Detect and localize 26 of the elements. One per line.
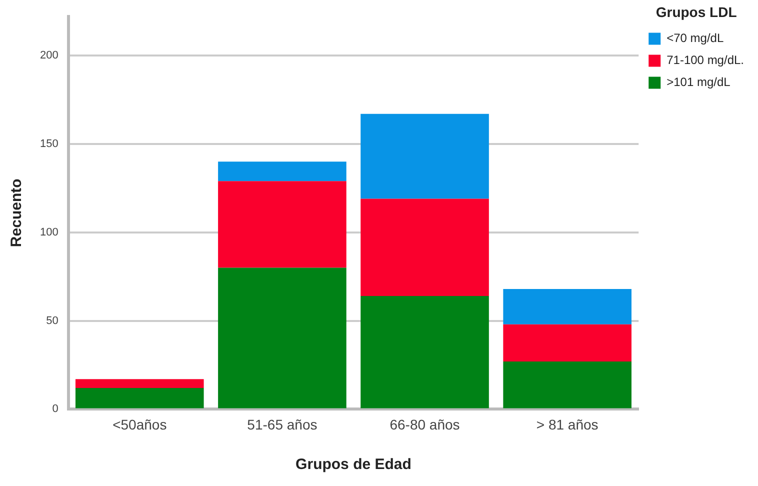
y-tick-label: 100 <box>40 226 58 238</box>
bar <box>360 296 489 408</box>
y-tick-label: 150 <box>40 138 58 150</box>
y-tick-label: 200 <box>40 50 58 62</box>
x-tick-label: > 81 años <box>536 416 598 432</box>
x-tick-label: 66-80 años <box>390 416 460 432</box>
bar <box>360 198 489 296</box>
bar <box>503 361 632 408</box>
legend-label: >101 mg/dL <box>666 75 731 90</box>
bar <box>218 162 346 182</box>
legend-label: <70 mg/dL <box>666 31 724 46</box>
x-tick-label: 51-65 años <box>247 416 318 432</box>
y-tick-label: 0 <box>52 403 58 416</box>
bar <box>360 114 489 199</box>
x-tick-label: <50años <box>112 416 167 432</box>
bar <box>218 268 346 408</box>
y-axis-title: Recuento <box>8 178 26 248</box>
y-tick-label: 50 <box>46 314 58 327</box>
bar <box>75 379 204 388</box>
bar <box>503 288 632 324</box>
bar <box>75 388 204 408</box>
bar <box>218 181 346 268</box>
bar <box>503 324 632 362</box>
legend-title: Grupos LDL <box>656 4 738 20</box>
x-axis-title: Grupos de Edad <box>296 456 412 474</box>
legend-label: 71-100 mg/dL. <box>666 53 744 68</box>
